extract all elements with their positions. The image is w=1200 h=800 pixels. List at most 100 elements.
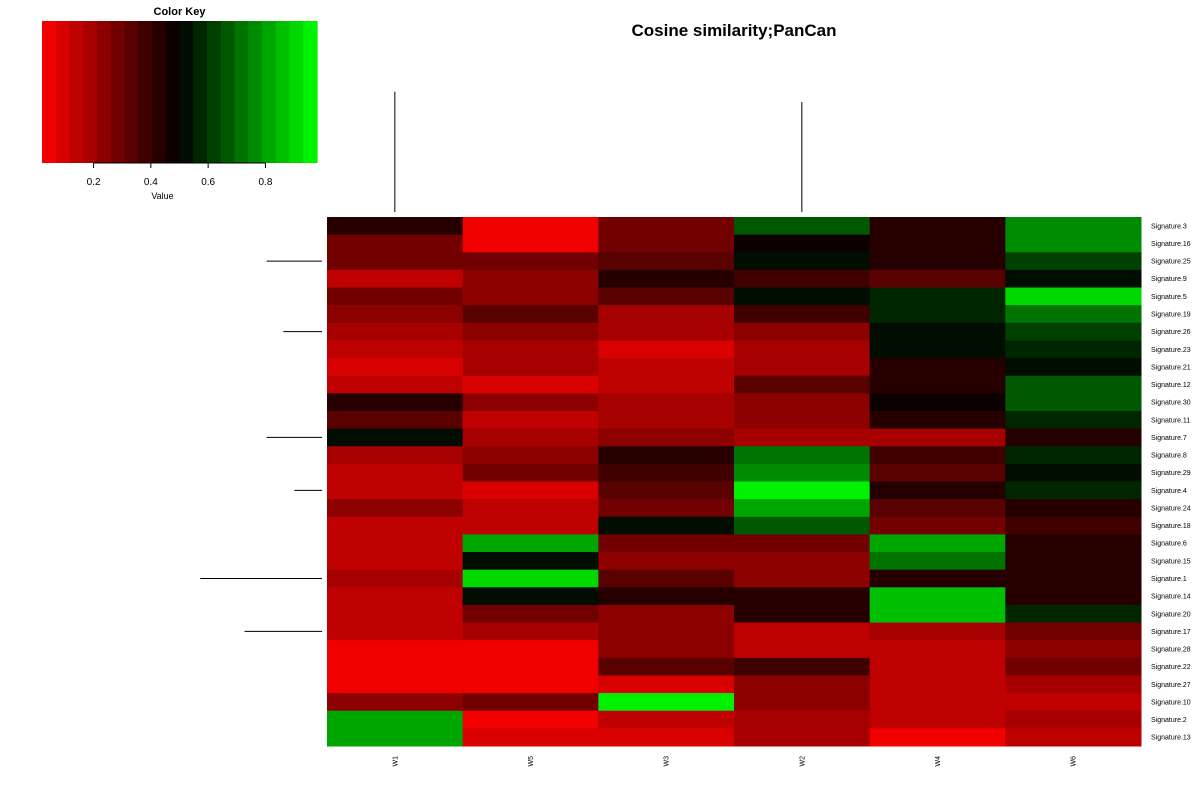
color-key-xlabel: Value	[151, 191, 173, 201]
color-key-tick-label: 0.6	[201, 177, 215, 188]
color-key-band	[97, 21, 112, 163]
heatmap-cell	[327, 287, 464, 306]
row-label: Signature.30	[1151, 400, 1191, 407]
heatmap-cell	[598, 499, 735, 518]
heatmap-cell	[327, 534, 464, 553]
heatmap-cell	[1005, 322, 1142, 341]
heatmap-cell	[869, 463, 1006, 482]
heatmap-cell	[598, 604, 735, 624]
heatmap-cell	[869, 252, 1006, 271]
heatmap-cell	[869, 410, 1006, 430]
heatmap-cell	[734, 622, 871, 641]
color-key-band	[124, 21, 139, 163]
heatmap-cell	[1005, 569, 1142, 588]
heatmap-cell	[462, 428, 599, 447]
heatmap-cell	[462, 587, 599, 606]
heatmap-cell	[598, 710, 735, 729]
row-label: Signature.3	[1151, 223, 1187, 230]
heatmap-cell	[869, 587, 1006, 606]
heatmap-cell	[1005, 217, 1142, 236]
heatmap-cell	[734, 640, 871, 659]
heatmap-cell	[734, 463, 871, 482]
heatmap-cell	[462, 305, 599, 324]
color-key-tick-label: 0.8	[258, 177, 272, 188]
heatmap-cell	[1005, 710, 1142, 729]
heatmap-cell	[598, 675, 735, 694]
column-label: W3	[664, 756, 671, 767]
heatmap-cell	[598, 446, 735, 465]
heatmap-cell	[598, 622, 735, 641]
row-label: Signature.17	[1151, 629, 1191, 636]
heatmap-cell	[462, 340, 599, 359]
heatmap-cell	[1005, 269, 1142, 289]
column-dendrogram	[395, 92, 803, 212]
row-label: Signature.22	[1151, 664, 1191, 671]
row-label: Signature.25	[1151, 259, 1191, 266]
heatmap-cell	[1005, 446, 1142, 465]
color-key-band	[152, 21, 167, 163]
color-key-band	[55, 21, 71, 163]
row-label: Signature.28	[1151, 647, 1191, 654]
heatmap-cell	[598, 516, 735, 535]
heatmap-cell	[734, 675, 871, 694]
row-label: Signature.21	[1151, 364, 1191, 371]
row-label: Signature.11	[1151, 417, 1190, 424]
heatmap-cell	[462, 269, 599, 289]
heatmap-cell	[598, 340, 735, 359]
heatmap-cell	[869, 622, 1006, 641]
heatmap-cell	[734, 728, 871, 747]
heatmap-cell	[1005, 552, 1142, 571]
heatmap-cell	[869, 358, 1006, 377]
heatmap-cell	[462, 375, 599, 394]
heatmap-cell	[462, 252, 599, 271]
color-key-band	[289, 21, 304, 163]
heatmap-cell	[462, 534, 599, 553]
heatmap-cell	[327, 516, 464, 535]
heatmap-cell	[734, 569, 871, 588]
heatmap-cell	[598, 287, 735, 306]
heatmap-cell	[327, 587, 464, 606]
heatmap-cell	[327, 252, 464, 271]
heatmap-cell	[869, 728, 1006, 747]
color-key-band	[275, 21, 291, 163]
heatmap-cell	[734, 499, 871, 518]
heatmap-cell	[734, 552, 871, 571]
heatmap-cell	[598, 393, 735, 412]
row-label: Signature.4	[1151, 488, 1187, 495]
row-label: Signature.24	[1151, 505, 1191, 512]
heatmap-cell	[598, 657, 735, 676]
heatmap-cell	[734, 481, 871, 500]
row-label: Signature.27	[1151, 682, 1191, 689]
row-label: Signature.20	[1151, 611, 1191, 618]
heatmap-cell	[869, 375, 1006, 394]
color-key-band	[234, 21, 249, 163]
heatmap-cell	[598, 693, 735, 712]
heatmap-cell	[734, 516, 871, 535]
color-key-band	[303, 21, 318, 163]
color-key: Color Key 0.2 0.4 0.6 0.8 Value	[42, 6, 318, 201]
heatmap-cell	[734, 305, 871, 324]
heatmap-cell	[869, 534, 1006, 553]
row-label: Signature.6	[1151, 541, 1187, 548]
column-label: W2	[799, 756, 806, 767]
heatmap-cell	[869, 710, 1006, 729]
row-label: Signature.2	[1151, 717, 1187, 724]
heatmap-cell	[734, 358, 871, 377]
color-key-band	[83, 21, 98, 163]
heatmap-cell	[869, 305, 1006, 324]
row-label: Signature.16	[1151, 241, 1191, 248]
heatmap-cell	[869, 446, 1006, 465]
heatmap-cell	[327, 269, 464, 289]
heatmap-cell	[1005, 428, 1142, 447]
color-key-band	[262, 21, 277, 163]
heatmap-cell	[327, 710, 464, 729]
heatmap-cell	[327, 393, 464, 412]
heatmap-cell	[327, 463, 464, 482]
heatmap-cell	[734, 217, 871, 236]
heatmap-cell	[598, 552, 735, 571]
heatmap-cell	[598, 463, 735, 482]
color-key-band	[207, 21, 222, 163]
row-label: Signature.12	[1151, 382, 1191, 389]
row-label: Signature.26	[1151, 329, 1191, 336]
